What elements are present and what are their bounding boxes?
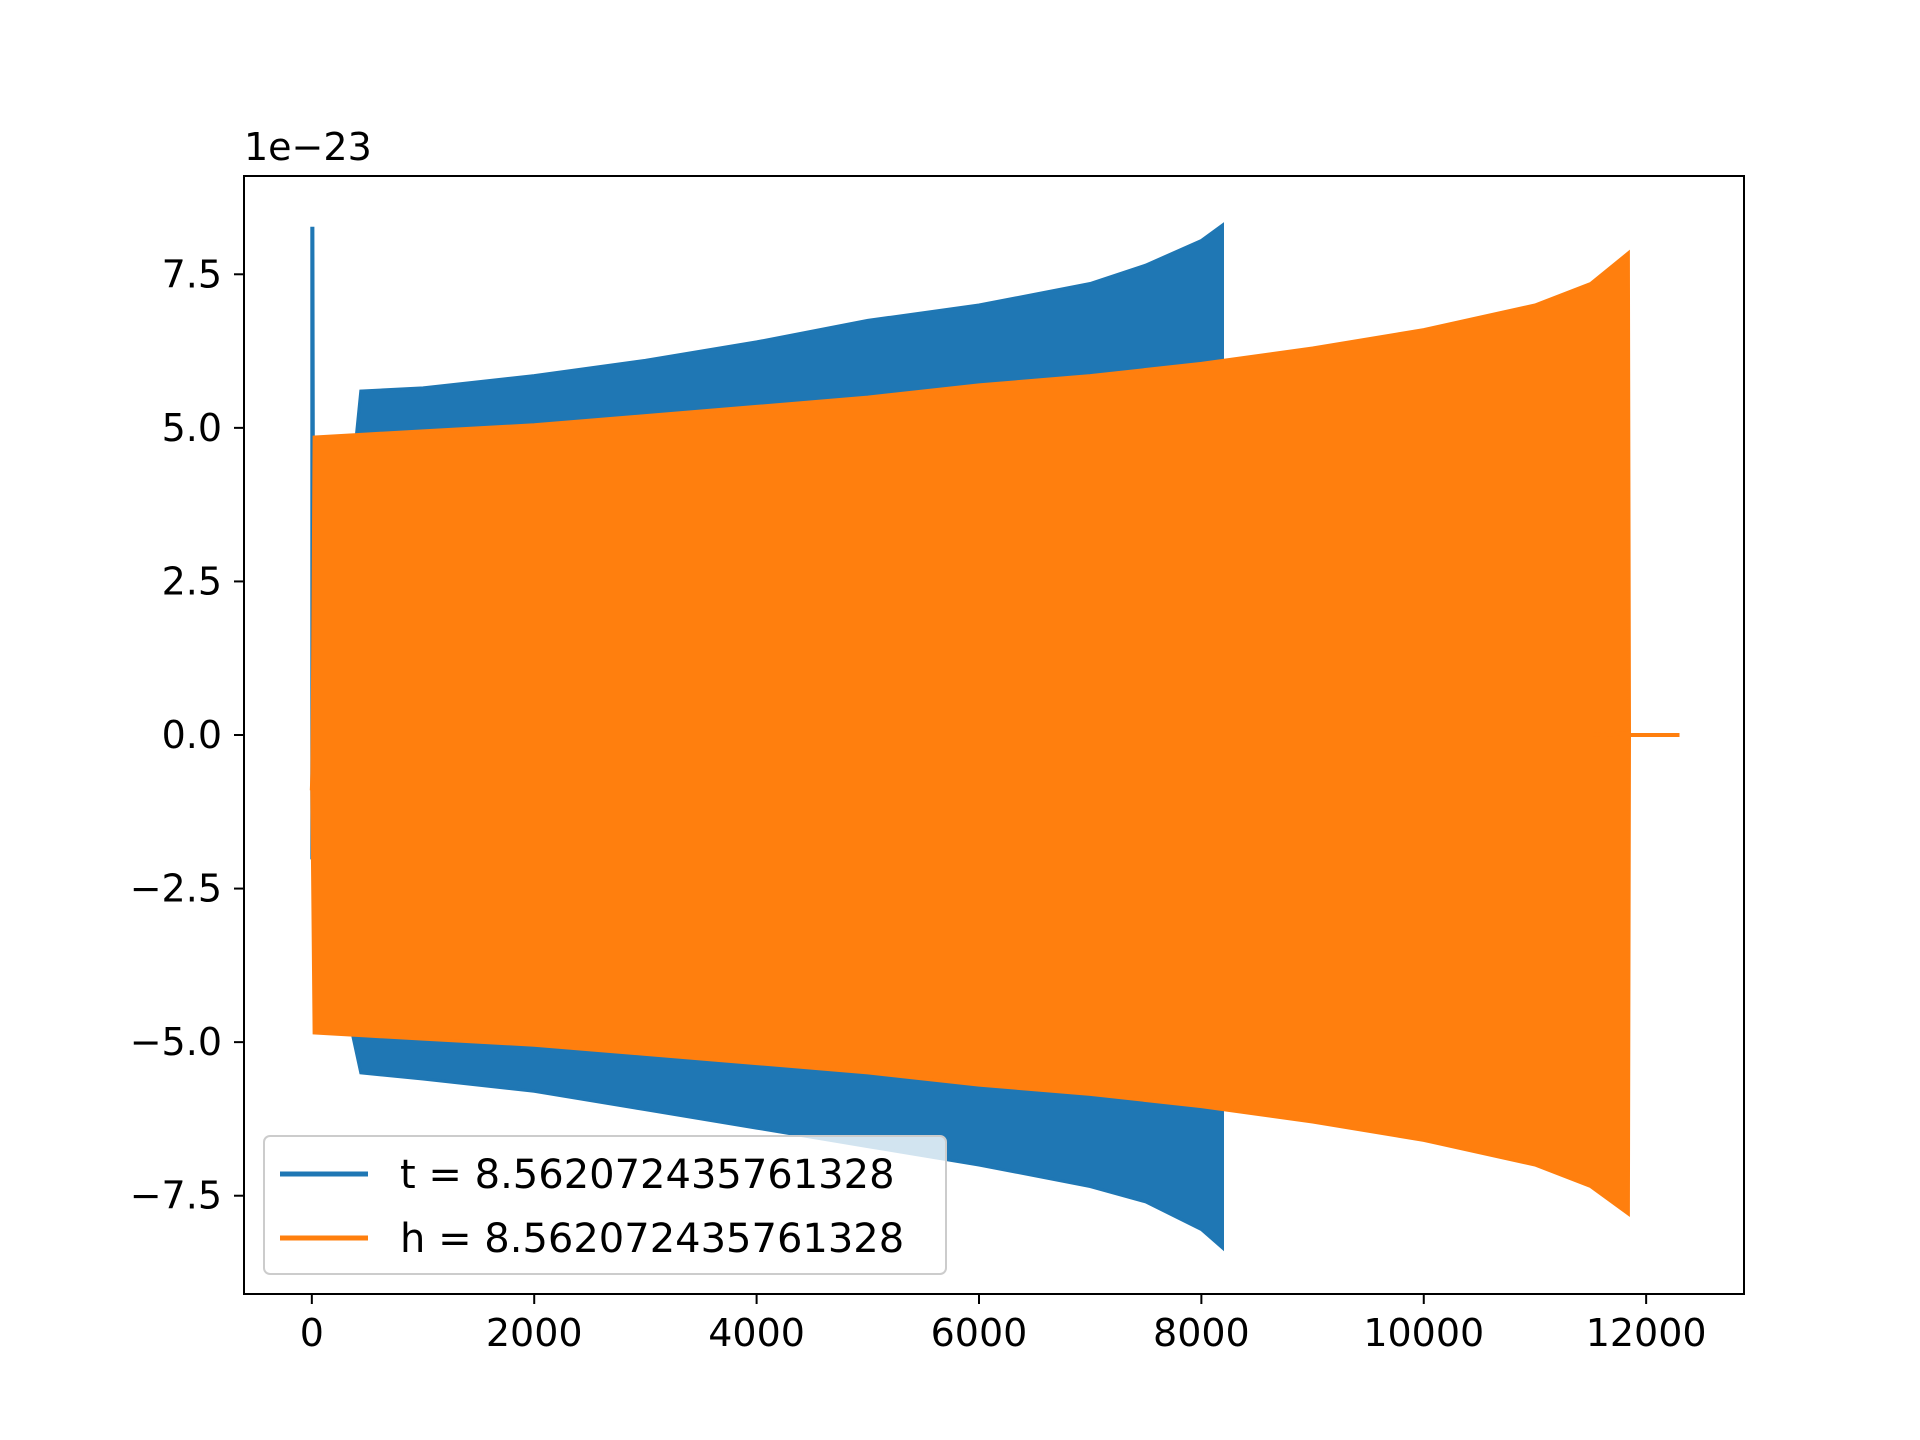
- x-tick-label: 6000: [931, 1311, 1028, 1355]
- y-tick-label: 0.0: [162, 713, 222, 757]
- y-axis: −7.5 −5.0 −2.5 0.0 2.5 5.0 7.5: [130, 252, 244, 1218]
- x-tick-label: 4000: [708, 1311, 805, 1355]
- x-tick-label: 2000: [486, 1311, 583, 1355]
- legend-box: [263, 1135, 947, 1275]
- y-tick-label: 5.0: [162, 406, 222, 450]
- legend-label-2: h = 8.562072435761328: [400, 1216, 904, 1262]
- y-tick-label: 2.5: [162, 559, 222, 603]
- legend-label-1: t = 8.562072435761328: [400, 1152, 895, 1198]
- y-offset-label: 1e−23: [244, 125, 372, 169]
- x-tick-label: 10000: [1363, 1311, 1484, 1355]
- series-2-line: [309, 731, 1680, 791]
- series-layer: [309, 222, 1680, 1252]
- x-tick-label: 12000: [1586, 1311, 1707, 1355]
- legend: t = 8.562072435761328 h = 8.5620724357613…: [263, 1135, 947, 1275]
- y-tick-label: −2.5: [130, 867, 222, 911]
- y-tick-label: 7.5: [162, 252, 222, 296]
- y-tick-label: −7.5: [130, 1174, 222, 1218]
- x-tick-label: 8000: [1153, 1311, 1250, 1355]
- y-tick-label: −5.0: [130, 1020, 222, 1064]
- x-tick-label: 0: [300, 1311, 324, 1355]
- x-axis: 0 2000 4000 6000 8000 10000 12000: [300, 1294, 1707, 1355]
